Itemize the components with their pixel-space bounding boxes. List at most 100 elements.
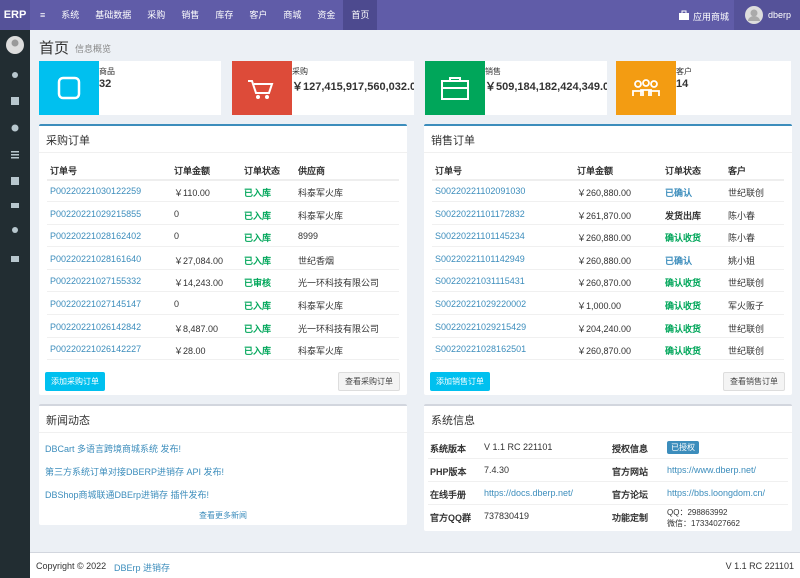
avatar xyxy=(745,6,763,24)
info-box-icon xyxy=(39,61,99,115)
party: 世纪联创 xyxy=(728,278,765,289)
order-number[interactable]: S00220221028162501 xyxy=(435,344,527,355)
system-value: 7.4.30 xyxy=(484,465,510,475)
menu-item[interactable]: 系统 xyxy=(61,10,80,20)
order-number[interactable]: S00220221102091030 xyxy=(435,186,526,196)
divider xyxy=(47,179,399,181)
order-amount: ￥204,240.00 xyxy=(577,323,632,334)
order-amount: ￥110.00 xyxy=(174,188,210,198)
user-name[interactable]: dberp xyxy=(768,10,792,20)
party: 科泰军火库 xyxy=(298,210,344,221)
row-divider xyxy=(47,336,399,338)
order-number[interactable]: P00220221027145147 xyxy=(50,299,142,309)
system-label: 官方论坛 xyxy=(612,490,649,500)
sidebar xyxy=(0,30,30,578)
column-header: 订单金额 xyxy=(577,166,614,176)
panel-title: 新闻动态 xyxy=(46,415,90,427)
system-label: 官方网站 xyxy=(612,467,649,477)
order-amount: ￥260,870.00 xyxy=(577,346,632,357)
order-amount: ￥260,870.00 xyxy=(577,278,632,289)
system-value[interactable]: https://docs.dberp.net/ xyxy=(484,488,574,498)
system-value: 737830419 xyxy=(484,511,530,521)
order-amount: ￥8,487.00 xyxy=(174,323,219,334)
info-box-value: 14 xyxy=(676,78,689,90)
order-number[interactable]: S00220221101142949 xyxy=(435,253,525,264)
order-status: 已入库 xyxy=(244,255,272,266)
system-value[interactable]: https://www.dberp.net/ xyxy=(667,465,757,475)
system-value: V 1.1 RC 221101 xyxy=(484,442,553,452)
party: 世纪联创 xyxy=(728,323,765,334)
purchase-panel: 采购订单 订单号 订单金额 订单状态 供应商 P00220221030122259 ￥110… xyxy=(39,124,407,395)
order-amount: ￥28.00 xyxy=(174,346,206,357)
divider xyxy=(39,432,407,433)
order-number[interactable]: S00220221029215429 xyxy=(435,321,527,332)
info-box-icon xyxy=(616,61,676,115)
menu-item[interactable]: 客户 xyxy=(249,10,268,20)
menu-item[interactable]: 商城 xyxy=(283,10,302,20)
order-status: 已入库 xyxy=(244,323,272,334)
row-divider xyxy=(432,223,784,225)
order-amount: 0 xyxy=(174,299,180,309)
add-button[interactable]: 添加销售订单 xyxy=(430,372,490,391)
row-divider xyxy=(47,359,399,361)
info-box-value: ￥509,184,182,424,349.0 xyxy=(485,81,607,93)
system-label: 授权信息 xyxy=(612,444,649,454)
order-number[interactable]: P00220221030122259 xyxy=(50,186,142,196)
order-number[interactable]: S00220221031115431 xyxy=(435,276,525,287)
party: 科泰军火库 xyxy=(298,301,344,311)
row-divider xyxy=(432,314,784,315)
news-item[interactable]: DBCart 多语言跨境商城系统 发布! xyxy=(45,444,182,454)
panel-title: 采购订单 xyxy=(46,135,90,147)
footer-version: V 1.1 RC 221101 xyxy=(725,561,794,571)
order-amount: ￥1,000.00 xyxy=(577,301,622,311)
order-number[interactable]: P00220221026142227 xyxy=(50,344,142,355)
party: 世纪联创 xyxy=(728,188,765,198)
view-button[interactable]: 查看销售订单 xyxy=(723,372,785,391)
order-number[interactable]: P00220221029215855 xyxy=(50,208,142,219)
column-header: 订单号 xyxy=(435,166,463,176)
order-amount: ￥27,084.00 xyxy=(174,255,224,266)
system-label: 在线手册 xyxy=(430,490,467,500)
menu-toggle[interactable]: ≡ xyxy=(40,10,46,20)
order-number[interactable]: S00220221029220002 xyxy=(435,299,527,309)
info-box-label: 销售 xyxy=(485,67,501,76)
add-button[interactable]: 添加采购订单 xyxy=(45,372,105,391)
menu-item[interactable]: 采购 xyxy=(147,10,166,20)
logo[interactable]: ERP xyxy=(0,0,30,30)
store-link[interactable]: 应用商城 xyxy=(693,12,730,22)
news-item[interactable]: 第三方系统订单对接DBERP进销存 API 发布! xyxy=(45,467,225,477)
order-status: 确认收货 xyxy=(665,323,702,334)
divider xyxy=(424,432,792,433)
menu-item[interactable]: 销售 xyxy=(181,10,200,20)
menu-item[interactable]: 首页 xyxy=(343,0,378,30)
row-divider xyxy=(432,268,784,270)
party: 光一环科技有限公司 xyxy=(298,278,380,289)
menu-item[interactable]: 基础数据 xyxy=(95,10,132,20)
footer-link[interactable]: DBErp 进销存 xyxy=(114,563,171,573)
order-number[interactable]: S00220221101145234 xyxy=(435,231,525,242)
menu-item[interactable]: 库存 xyxy=(215,10,234,20)
view-button[interactable]: 查看采购订单 xyxy=(338,372,400,391)
news-item[interactable]: DBShop商城联通DBErp进销存 插件发布! xyxy=(45,490,210,500)
system-value: 已授权 xyxy=(667,441,699,454)
system-panel: 系统信息 系统版本 V 1.1 RC 221101 授权信息 已授权 PHP版本 7.4.3… xyxy=(424,404,792,531)
row-divider xyxy=(428,504,788,505)
news-more[interactable]: 查看更多新闻 xyxy=(199,511,247,520)
order-number[interactable]: S00220221101172832 xyxy=(435,208,525,219)
footer: Copyright © 2022 DBErp 进销存 V 1.1 RC 2211… xyxy=(30,552,800,578)
order-number[interactable]: P00220221028161640 xyxy=(50,253,142,264)
order-number[interactable]: P00220221027155332 xyxy=(50,276,142,287)
row-divider xyxy=(47,223,399,225)
system-label: 功能定制 xyxy=(612,513,649,523)
system-value[interactable]: https://bbs.loongdom.cn/ xyxy=(667,488,766,498)
order-status: 已审核 xyxy=(244,278,272,289)
order-status: 已确认 xyxy=(665,188,693,198)
order-number[interactable]: P00220221026142842 xyxy=(50,321,142,332)
order-status: 确认收货 xyxy=(665,346,702,357)
news-panel: 新闻动态 DBCart 多语言跨境商城系统 发布! 第三方系统订单对接DBERP进销… xyxy=(39,404,407,525)
order-amount: ￥260,880.00 xyxy=(577,255,632,266)
menu-item[interactable]: 资金 xyxy=(317,10,336,20)
copyright: Copyright © 2022 xyxy=(36,561,107,571)
order-number[interactable]: P00220221028162402 xyxy=(50,231,142,242)
